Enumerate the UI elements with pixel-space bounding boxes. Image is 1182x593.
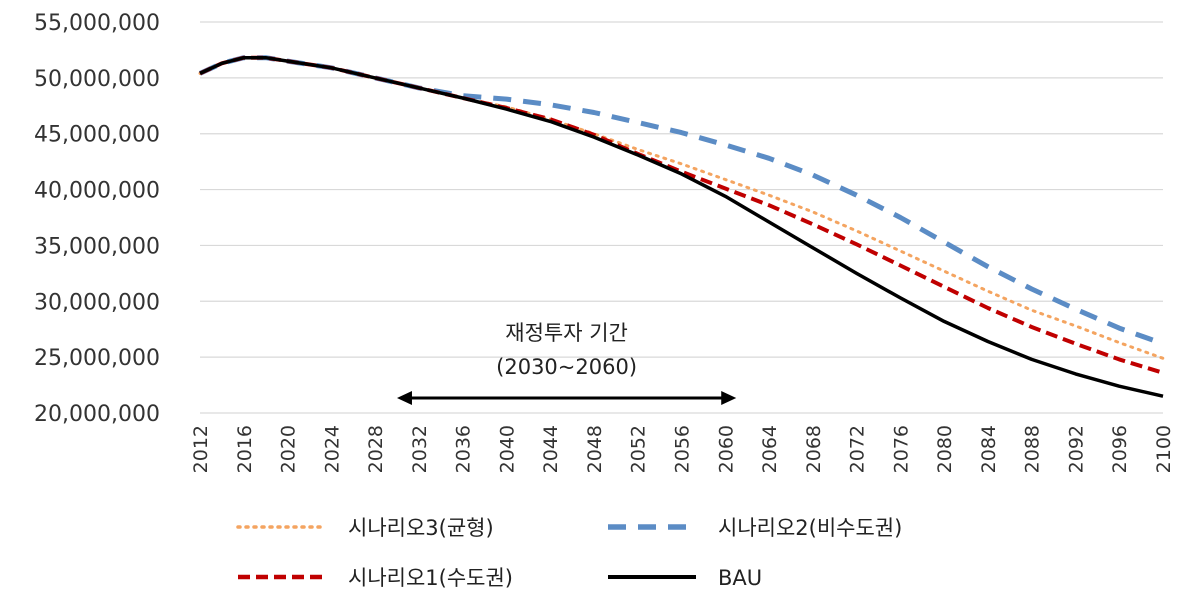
annotation-line2: (2030~2060) xyxy=(496,355,637,379)
arrow-head-left xyxy=(396,391,412,405)
y-axis: 20,000,000 25,000,000 30,000,000 35,000,000… xyxy=(34,11,160,427)
x-tick-label: 2096 xyxy=(1109,425,1131,473)
x-tick-label: 2048 xyxy=(584,425,606,473)
y-tick-label: 35,000,000 xyxy=(34,234,160,259)
x-axis: 2012 2016 2020 2024 2028 2032 2036 2040 2044 2048… xyxy=(190,425,1175,473)
x-tick-label: 2028 xyxy=(365,425,387,473)
x-tick-label: 2080 xyxy=(934,425,956,473)
x-tick-label: 2084 xyxy=(978,425,1000,473)
x-tick-label: 2052 xyxy=(628,425,650,473)
series-line-1 xyxy=(198,56,1165,360)
y-tick-label: 45,000,000 xyxy=(34,123,160,148)
x-tick-label: 2040 xyxy=(496,425,518,473)
x-tick-label: 2024 xyxy=(321,425,343,473)
x-tick-label: 2044 xyxy=(540,425,562,473)
y-tick-label: 25,000,000 xyxy=(34,346,160,371)
y-tick-label: 20,000,000 xyxy=(34,402,160,427)
x-tick-label: 2020 xyxy=(278,425,300,473)
x-tick-label: 2068 xyxy=(803,425,825,473)
x-tick-label: 2088 xyxy=(1022,425,1044,473)
series-line-4 xyxy=(199,55,1164,398)
x-tick-label: 2072 xyxy=(847,425,869,473)
legend-label-4: BAU xyxy=(718,566,762,590)
series-line-3 xyxy=(199,55,1164,375)
x-tick-label: 2100 xyxy=(1153,425,1175,473)
x-tick-label: 2032 xyxy=(409,425,431,473)
x-tick-label: 2092 xyxy=(1065,425,1087,473)
x-tick-label: 2056 xyxy=(672,425,694,473)
investment-period-annotation: 재정투자 기간 (2030~2060) xyxy=(396,321,737,405)
x-tick-label: 2016 xyxy=(234,425,256,473)
x-tick-label: 2076 xyxy=(890,425,912,473)
x-tick-label: 2060 xyxy=(715,425,737,473)
series-lines xyxy=(198,55,1165,398)
legend: 시나리오3(균형) 시나리오2(비수도권) 시나리오1(수도권) BAU xyxy=(236,516,902,590)
annotation-line1: 재정투자 기간 xyxy=(505,321,628,345)
y-tick-label: 30,000,000 xyxy=(34,290,160,315)
x-tick-label: 2036 xyxy=(453,425,475,473)
y-tick-label: 55,000,000 xyxy=(34,11,160,36)
legend-label-1: 시나리오3(균형) xyxy=(348,516,494,540)
y-tick-label: 40,000,000 xyxy=(34,179,160,204)
arrow-head-right xyxy=(721,391,737,405)
x-tick-label: 2064 xyxy=(759,425,781,473)
x-tick-label: 2012 xyxy=(190,425,212,473)
legend-label-2: 시나리오2(비수도권) xyxy=(718,516,902,540)
legend-label-3: 시나리오1(수도권) xyxy=(348,566,513,590)
y-tick-label: 50,000,000 xyxy=(34,67,160,92)
